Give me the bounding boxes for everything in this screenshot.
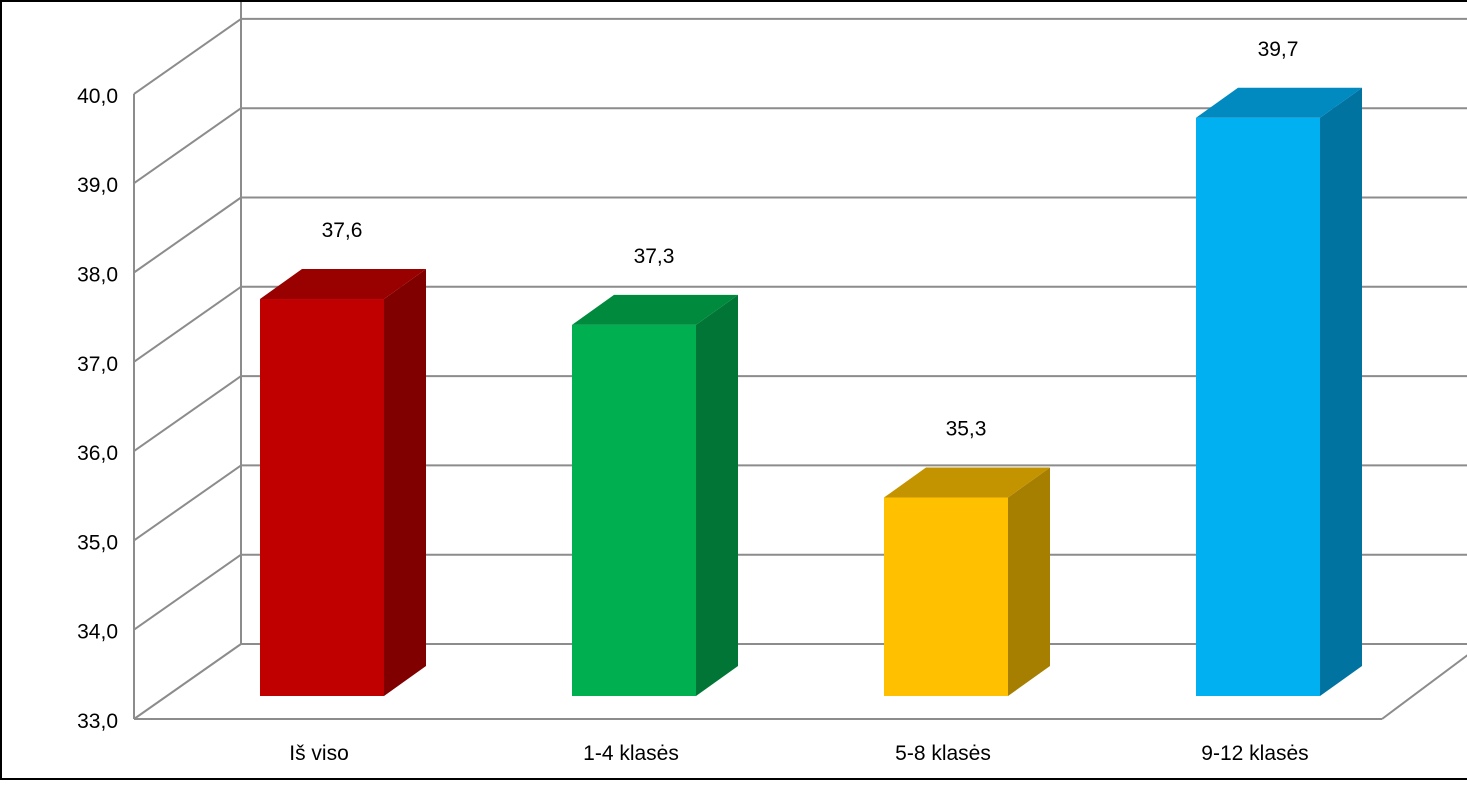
y-tick-label: 35,0 bbox=[77, 531, 118, 554]
bar-side bbox=[696, 294, 738, 696]
bar bbox=[572, 294, 738, 696]
grid-diagonal bbox=[133, 196, 242, 274]
grid-diagonal bbox=[133, 553, 242, 631]
spacer bbox=[134, 2, 241, 94]
bar-top bbox=[260, 269, 426, 300]
grid-diagonal bbox=[133, 107, 242, 185]
bar-top bbox=[1196, 87, 1362, 118]
bar-front bbox=[884, 497, 1008, 696]
y-tick-label: 34,0 bbox=[77, 621, 118, 644]
y-axis-ticks: 33,0 34,0 35,0 36,0 37,0 38,0 39,0 40,0 bbox=[77, 85, 118, 733]
x-axis-ticks: Iš viso 1-4 klasės 5-8 klasės 9-12 klasės bbox=[289, 742, 1308, 765]
data-label: 37,3 bbox=[634, 245, 675, 268]
bar-front bbox=[572, 324, 696, 696]
grid-diagonal bbox=[133, 643, 242, 720]
bar-top bbox=[572, 294, 738, 325]
bar-top bbox=[884, 467, 1050, 498]
bar-side bbox=[1008, 467, 1050, 696]
grid-diagonal bbox=[133, 285, 242, 363]
bar-side bbox=[1320, 87, 1362, 697]
y-tick-label: 33,0 bbox=[77, 710, 118, 733]
data-label: 35,3 bbox=[946, 418, 987, 441]
y-tick-label: 37,0 bbox=[77, 353, 118, 376]
bars bbox=[260, 87, 1362, 697]
data-label: 39,7 bbox=[1258, 38, 1299, 61]
bar-front bbox=[1196, 117, 1320, 697]
grid-diagonal bbox=[133, 464, 242, 542]
floor-right-edge bbox=[1381, 654, 1467, 720]
data-label: 37,6 bbox=[322, 219, 363, 242]
x-tick-label: 5-8 klasės bbox=[895, 742, 991, 765]
y-tick-label: 39,0 bbox=[77, 174, 118, 197]
x-tick-label: 1-4 klasės bbox=[583, 742, 679, 765]
bar bbox=[260, 269, 426, 696]
grid-diagonal bbox=[133, 18, 242, 95]
grid-diagonal bbox=[133, 375, 242, 452]
y-tick-label: 36,0 bbox=[77, 442, 118, 465]
bar bbox=[1196, 87, 1362, 697]
bar bbox=[884, 467, 1050, 696]
bar-side bbox=[384, 269, 426, 696]
y-tick-label: 38,0 bbox=[77, 264, 118, 287]
y-tick-label: 40,0 bbox=[77, 85, 118, 108]
x-tick-label: 9-12 klasės bbox=[1201, 742, 1308, 765]
x-tick-label: Iš viso bbox=[289, 742, 349, 765]
bar-front bbox=[260, 299, 384, 696]
data-labels: 37,6 37,3 35,3 39,7 bbox=[322, 38, 1299, 441]
